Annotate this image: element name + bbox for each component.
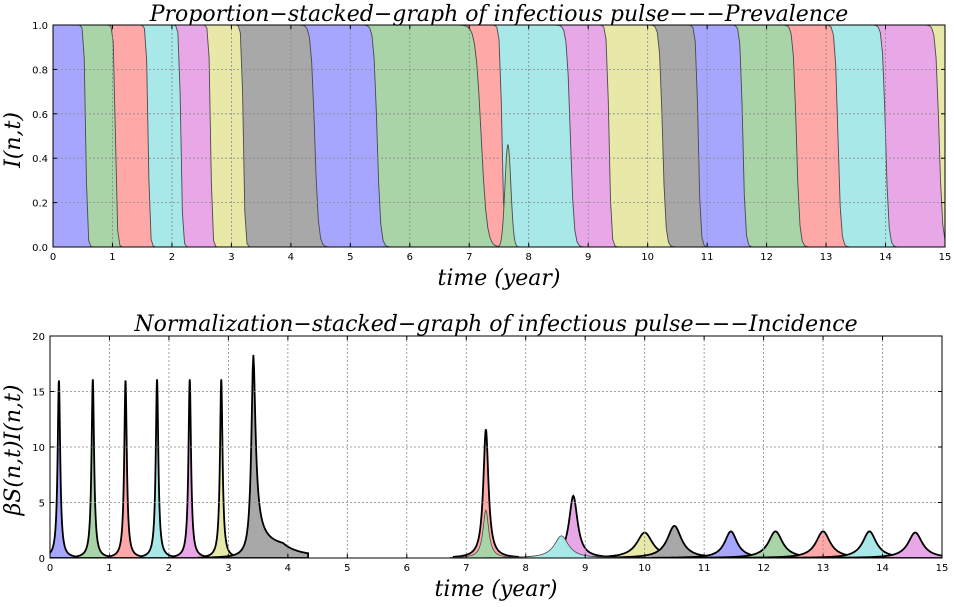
x-tick-label: 13 — [820, 252, 833, 263]
y-tick-label: 0.4 — [32, 154, 48, 165]
prevalence-chart: 0 1 2 3 4 5 6 7 8 9 10 11 12 13 14 150.00.20.40.60.81.0… — [1, 2, 951, 291]
x-tick-label: 7 — [463, 563, 469, 574]
y-tick-label: 0 — [39, 554, 45, 565]
x-tick-label: 3 — [228, 252, 234, 263]
x-tick-label: 14 — [879, 252, 892, 263]
prevalence-areas — [53, 25, 945, 247]
x-tick-label: 9 — [582, 563, 588, 574]
incidence-peak — [204, 379, 239, 558]
x-tick-label: 11 — [701, 252, 714, 263]
x-tick-label: 14 — [876, 563, 889, 574]
incidence-xlabel: time (year) — [435, 577, 558, 602]
x-tick-label: 11 — [698, 563, 711, 574]
x-tick-label: 8 — [526, 252, 532, 263]
incidence-peak — [452, 429, 519, 558]
x-tick-label: 8 — [523, 563, 529, 574]
y-tick-label: 10 — [32, 443, 45, 454]
incidence-peak — [518, 494, 628, 558]
x-tick-label: 2 — [166, 563, 172, 574]
y-tick-label: 5 — [39, 499, 45, 510]
x-tick-label: 4 — [285, 563, 291, 574]
y-tick-label: 15 — [32, 388, 45, 399]
prevalence-ylabel: I(n,t) — [1, 112, 26, 169]
incidence-peak — [172, 379, 207, 558]
prevalence-title: Proportion−stacked−graph of infectious p… — [149, 2, 849, 27]
incidence-peak — [140, 379, 174, 558]
prevalence-band — [53, 25, 945, 247]
y-tick-label: 1.0 — [32, 21, 48, 32]
x-tick-label: 0 — [47, 563, 53, 574]
x-tick-label: 0 — [50, 252, 56, 263]
incidence-ylabel: βS(n,t)I(n,t) — [1, 385, 26, 517]
prevalence-axes-frame — [52, 24, 946, 248]
incidence-peak — [75, 379, 110, 558]
x-tick-label: 3 — [225, 563, 231, 574]
x-tick-label: 7 — [466, 252, 472, 263]
y-tick-label: 0.8 — [32, 65, 48, 76]
x-tick-label: 6 — [404, 563, 410, 574]
x-tick-label: 2 — [169, 252, 175, 263]
y-tick-label: 0.6 — [32, 110, 48, 121]
x-tick-label: 12 — [760, 252, 773, 263]
x-tick-label: 15 — [939, 252, 952, 263]
x-tick-label: 5 — [347, 252, 353, 263]
x-tick-label: 13 — [817, 563, 830, 574]
x-tick-label: 5 — [344, 563, 350, 574]
x-tick-label: 15 — [936, 563, 949, 574]
prevalence-band — [53, 25, 945, 247]
x-tick-label: 4 — [288, 252, 294, 263]
x-tick-label: 1 — [106, 563, 112, 574]
x-tick-label: 1 — [109, 252, 115, 263]
y-tick-label: 20 — [32, 332, 45, 343]
x-tick-label: 10 — [638, 563, 651, 574]
incidence-peak — [197, 354, 309, 558]
y-tick-label: 0.0 — [32, 243, 48, 254]
prevalence-grid — [53, 25, 945, 247]
incidence-title: Normalization−stacked−graph of infectiou… — [133, 312, 857, 337]
prevalence-xlabel: time (year) — [438, 266, 561, 291]
x-tick-label: 9 — [585, 252, 591, 263]
incidence-grid — [50, 336, 942, 558]
incidence-areas — [50, 354, 942, 558]
x-tick-label: 12 — [757, 563, 770, 574]
x-tick-label: 10 — [641, 252, 654, 263]
incidence-peak — [50, 380, 76, 558]
incidence-sub-peak — [449, 509, 522, 558]
x-tick-label: 6 — [407, 252, 413, 263]
incidence-peak — [825, 531, 942, 558]
prevalence-ticks: 0 1 2 3 4 5 6 7 8 9 10 11 12 13 14 150.00.20.40.60.81.0 — [32, 21, 951, 263]
incidence-peak — [108, 380, 143, 558]
y-tick-label: 0.2 — [32, 199, 48, 210]
